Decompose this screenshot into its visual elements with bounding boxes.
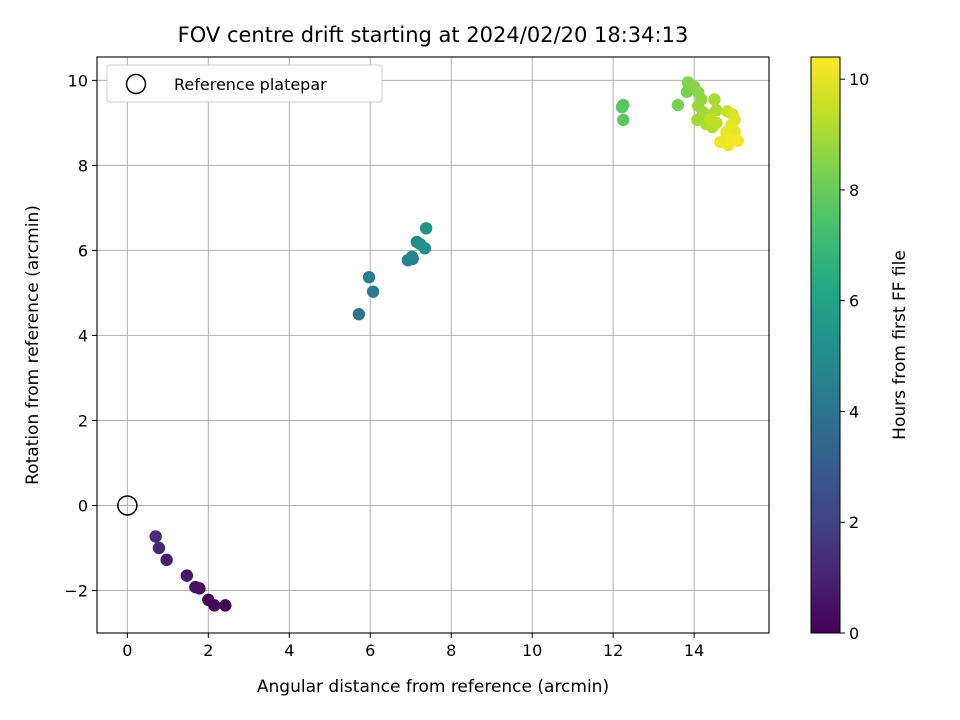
y-axis-label: Rotation from reference (arcmin) [23,205,43,485]
reference-point-marker [117,495,138,516]
data-point [149,530,162,543]
x-tick-label: 8 [446,641,456,660]
data-point [405,250,419,263]
x-tick-label: 10 [522,641,542,660]
y-tick-label: 2 [78,411,88,430]
data-point [366,285,380,298]
colorbar: 0 2 4 6 8 10 Hours from first FF file [810,56,910,643]
data-point [413,237,427,251]
chart-title: FOV centre drift starting at 2024/02/20 … [178,23,689,47]
y-tick-label: 10 [68,71,88,90]
scatter-points [149,76,745,612]
x-tick-label: 14 [684,641,704,660]
data-point [202,593,215,607]
y-tick-label: 8 [78,156,88,175]
data-point [180,569,194,582]
x-tick-label: 0 [122,641,132,660]
data-point [189,580,202,594]
x-axis-ticks: 0 2 4 6 8 10 12 14 [122,633,704,660]
y-tick-label: 0 [78,496,88,515]
x-axis-label: Angular distance from reference (arcmin) [257,677,609,697]
data-point [731,134,745,147]
y-tick-label: 4 [78,326,88,345]
legend-label: Reference platepar [174,75,327,94]
grid [97,57,769,633]
data-point [671,98,685,112]
data-point [708,93,721,106]
legend: Reference platepar [106,64,383,103]
data-point [617,98,630,112]
legend-box [106,64,383,103]
colorbar-tick-label: 6 [849,292,859,311]
colorbar-gradient [810,56,841,634]
data-point [617,113,630,127]
colorbar-label: Hours from first FF file [890,250,910,440]
x-tick-label: 2 [203,641,213,660]
data-point [362,270,376,284]
colorbar-tick-label: 0 [849,624,859,643]
colorbar-tick-label: 2 [849,513,859,532]
y-tick-label: 6 [78,241,88,260]
colorbar-ticks: 0 2 4 6 8 10 [840,70,869,643]
data-point [352,307,366,321]
colorbar-tick-label: 4 [849,402,859,421]
plot-frame [96,56,770,634]
data-point [219,599,232,612]
colorbar-tick-label: 10 [849,70,869,89]
x-tick-label: 6 [365,641,375,660]
data-point [419,222,433,235]
data-point [160,553,173,567]
x-tick-label: 4 [284,641,294,660]
y-axis-ticks: −2 0 2 4 6 8 10 [64,71,97,600]
y-tick-label: −2 [64,581,88,600]
data-point [704,112,717,125]
plot-area [97,57,769,633]
colorbar-tick-label: 8 [849,181,859,200]
legend-marker-icon [125,73,147,95]
data-point [152,541,166,555]
x-tick-label: 12 [603,641,623,660]
